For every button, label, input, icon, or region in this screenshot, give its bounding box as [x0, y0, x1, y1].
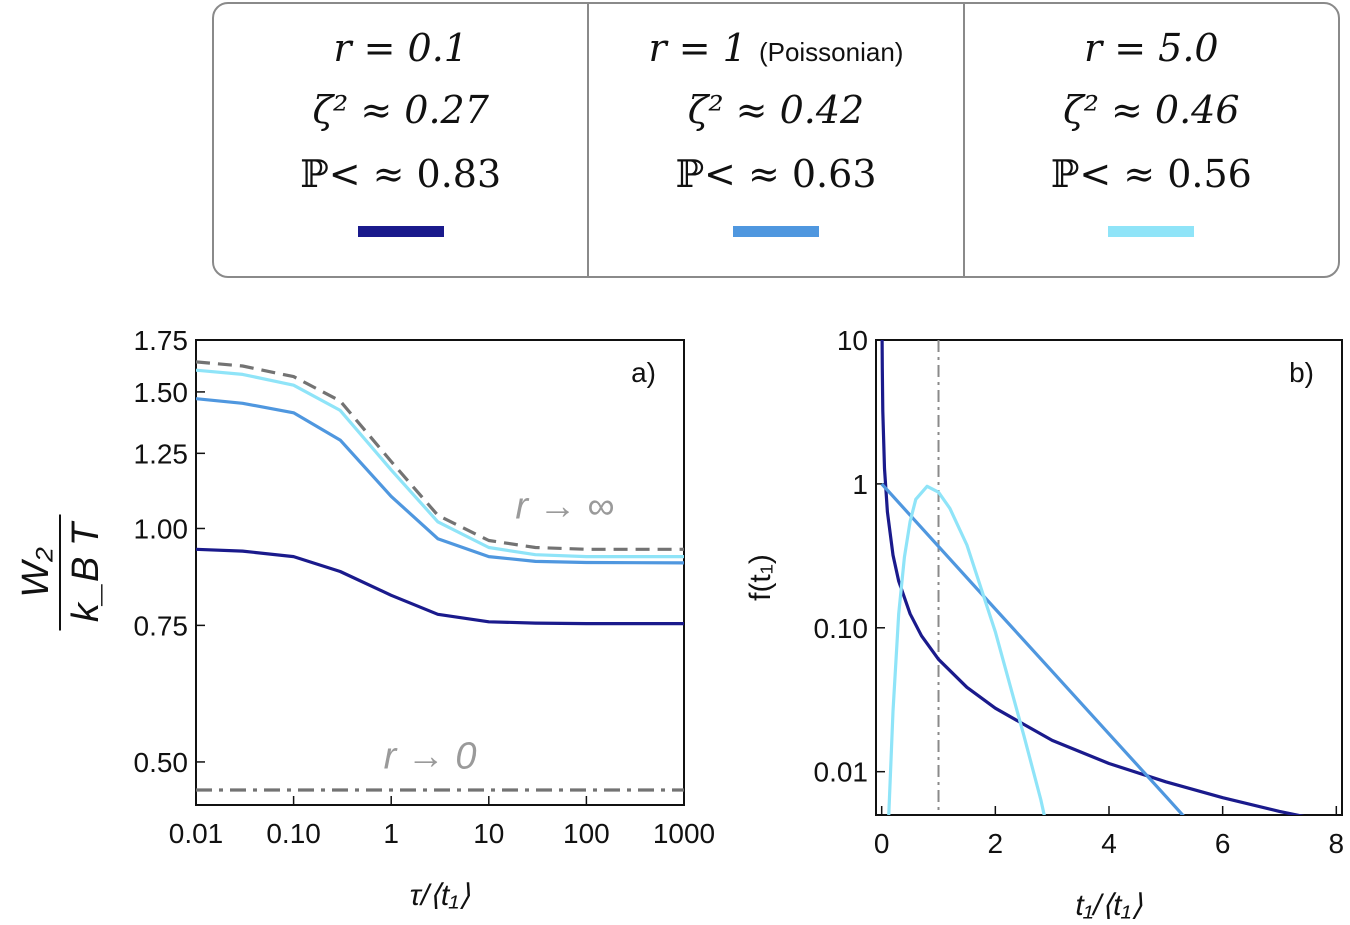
- y-tick-label: 1: [852, 469, 868, 500]
- x-axis-label: τ/⟨t₁⟩: [410, 879, 471, 912]
- x-tick-label: 100: [563, 818, 610, 849]
- y-axis-label-numerator: W₂: [15, 547, 57, 598]
- annotation-label: r → 0: [384, 736, 477, 778]
- series-group: [196, 360, 684, 792]
- legend-box: r = 0.1 ζ² ≈ 0.27 ℙ< ≈ 0.83 r = 1 (Poiss…: [212, 2, 1340, 278]
- panel-label: a): [631, 357, 656, 388]
- x-tick-label: 0.10: [266, 818, 321, 849]
- legend-entry: r = 0.1 ζ² ≈ 0.27 ℙ< ≈ 0.83: [214, 4, 590, 276]
- legend-r-label: r = 1: [648, 26, 747, 70]
- x-tick-label: 0.01: [169, 818, 224, 849]
- legend-prob-label: ℙ< ≈ 0.56: [1050, 152, 1252, 196]
- legend-entry: r = 1 (Poissonian) ζ² ≈ 0.42 ℙ< ≈ 0.63: [589, 4, 965, 276]
- y-tick-label: 1.00: [134, 513, 189, 544]
- chart-panel-b: 0 2 4 6 8 0.01 0.10 1 10 b) t₁/⟨t₁⟩ f(t₁): [744, 325, 1344, 922]
- y-tick-label: 1.50: [134, 377, 189, 408]
- charts-canvas: 0.01 0.10 1 10 100 10000.500.751.001.251.501.…: [15, 325, 1344, 922]
- y-tick-label: 1.25: [134, 438, 189, 469]
- x-tick-label: 0: [874, 828, 890, 859]
- series-line-r-1: [196, 397, 684, 565]
- y-axis-label: f(t₁): [744, 554, 777, 601]
- series-line-r-5-0: [887, 484, 1046, 815]
- y-tick-label: 0.01: [814, 757, 869, 788]
- series-line-r-5-0: [196, 368, 684, 559]
- y-tick-label: 0.10: [814, 613, 869, 644]
- x-tick-label: 10: [473, 818, 504, 849]
- x-tick-label: 8: [1329, 828, 1345, 859]
- legend-r-label: r = 5.0: [1084, 26, 1219, 70]
- legend-r-note: (Poissonian): [758, 37, 904, 67]
- plot-frame: [875, 339, 1343, 816]
- annotation-label: r → ∞: [515, 486, 614, 528]
- y-axis-label: W₂ k_B T: [15, 514, 107, 631]
- y-axis-label-denominator: k_B T: [65, 520, 107, 622]
- y-tick-label: 10: [837, 325, 868, 356]
- series-line-r-1: [880, 482, 1185, 815]
- series-line-r-0-1: [880, 340, 1305, 815]
- plot-frame: [195, 339, 685, 806]
- chart-panel-a: 0.01 0.10 1 10 100 1000 0.50 0.75 1.00 1.25 1.50 1.…: [15, 325, 715, 912]
- y-tick-label: 1.75: [134, 325, 189, 356]
- x-axis-label: t₁/⟨t₁⟩: [1075, 889, 1143, 922]
- legend-zeta-label: ζ² ≈ 0.46: [1063, 88, 1240, 132]
- x-tick-label: 1000: [653, 818, 715, 849]
- panel-label: b): [1289, 357, 1314, 388]
- legend-swatch: [1108, 226, 1195, 237]
- y-tick-label: 0.50: [134, 747, 189, 778]
- legend-prob-label: ℙ< ≈ 0.83: [300, 152, 502, 196]
- x-tick-label: 1: [383, 818, 399, 849]
- y-tick-label: 0.75: [134, 610, 189, 641]
- series-line-r-: [196, 360, 684, 551]
- legend-entry: r = 5.0 ζ² ≈ 0.46 ℙ< ≈ 0.56: [965, 4, 1338, 276]
- legend-zeta-label: ζ² ≈ 0.42: [687, 88, 865, 132]
- legend-prob-label: ℙ< ≈ 0.63: [675, 152, 877, 196]
- legend-swatch: [732, 226, 819, 237]
- series-group: [880, 340, 1305, 815]
- x-tick-label: 6: [1215, 828, 1231, 859]
- series-line-r-0-1: [196, 547, 684, 626]
- legend-r-label: r = 0.1: [333, 26, 468, 70]
- legend-swatch: [357, 226, 444, 237]
- legend-zeta-label: ζ² ≈ 0.27: [312, 88, 489, 132]
- x-tick-label: 4: [1101, 828, 1117, 859]
- x-tick-label: 2: [988, 828, 1004, 859]
